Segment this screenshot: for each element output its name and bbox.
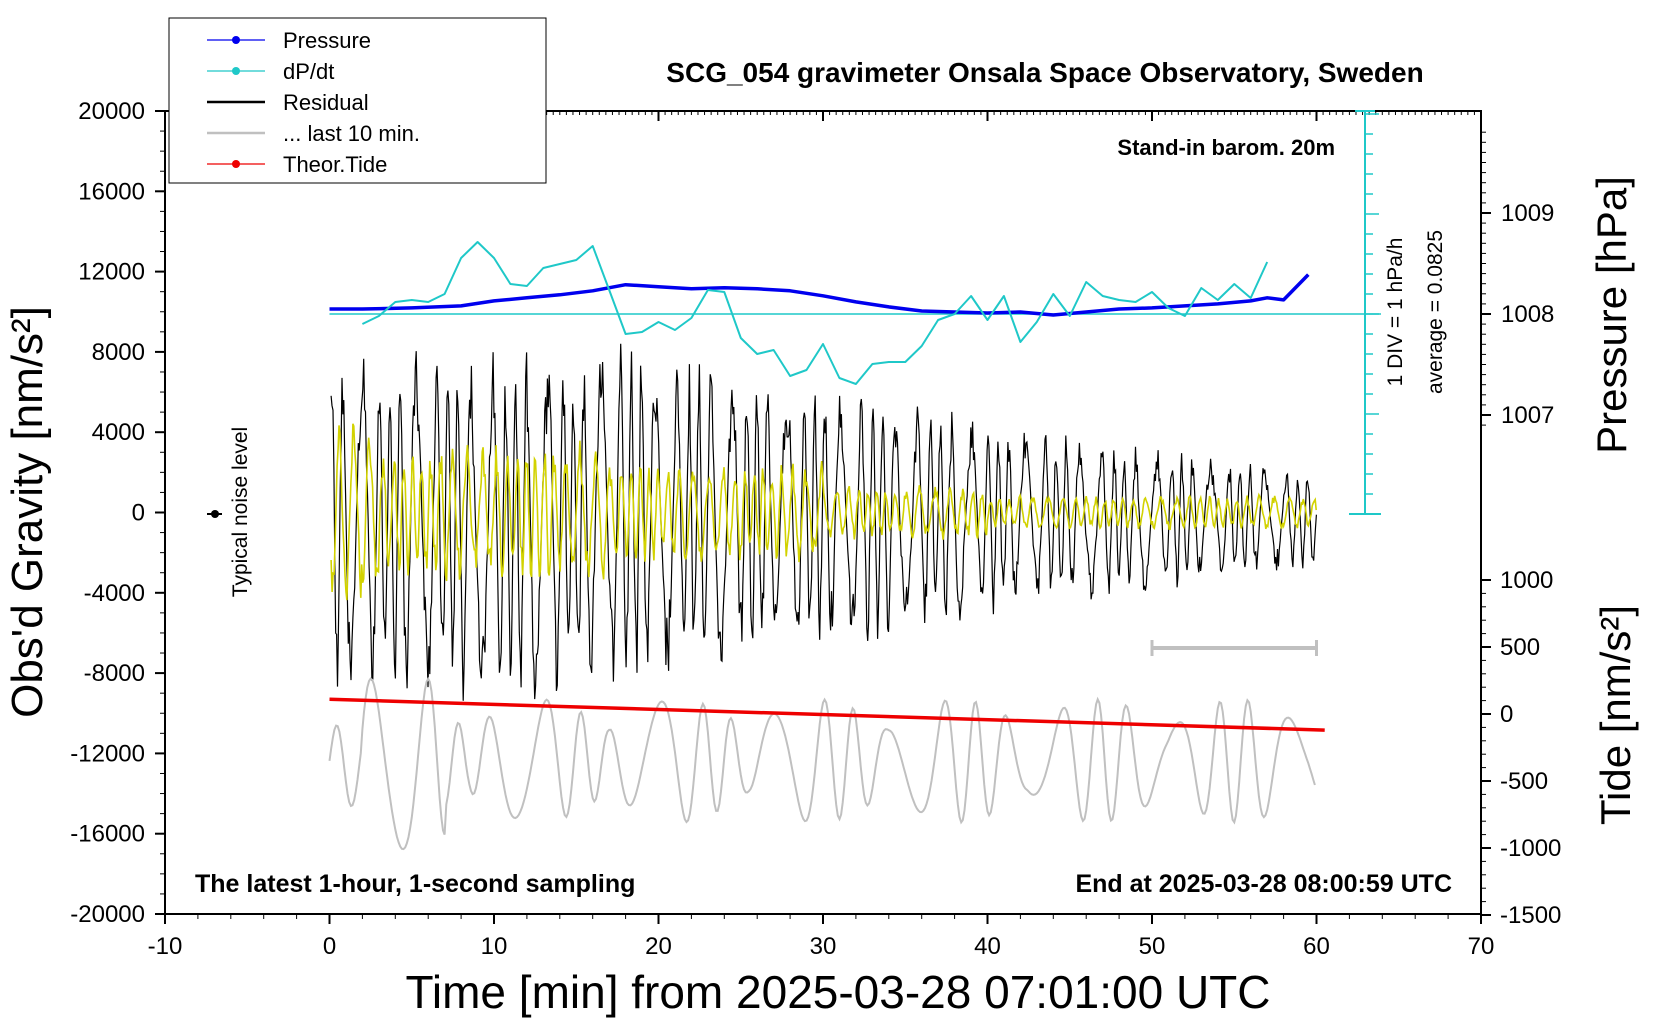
y-tick-label: 12000 — [78, 259, 145, 286]
pressure-tick-label: 1007 — [1501, 402, 1554, 429]
legend-label: dP/dt — [283, 59, 334, 84]
pressure-line — [329, 273, 1310, 317]
legend: Pressure dP/dt Residual ... last 10 min. The… — [168, 17, 547, 184]
noise-level-label: Typical noise level — [229, 427, 252, 597]
theoretical-tide-line — [329, 697, 1325, 732]
y-tick-label: 4000 — [92, 419, 145, 446]
y-tick-label: -4000 — [84, 580, 145, 607]
x-tick-label: 60 — [1303, 933, 1330, 960]
pressure-tick-label: 1009 — [1501, 200, 1554, 227]
legend-label: Pressure — [283, 28, 371, 53]
filtered-residual-line — [330, 423, 1317, 601]
residual-line — [330, 343, 1317, 701]
tide-tick-label: -1000 — [1500, 835, 1561, 862]
end-time-note: End at 2025-03-28 08:00:59 UTC — [1075, 870, 1452, 898]
chart-title: SCG_054 gravimeter Onsala Space Observat… — [666, 57, 1423, 88]
y-tick-label: 16000 — [78, 178, 145, 205]
tide-tick-label: -1500 — [1500, 902, 1561, 929]
average-note: average = 0.0825 — [1424, 230, 1447, 394]
y-tick-label: 20000 — [78, 98, 145, 125]
legend-box — [168, 17, 547, 184]
data-traces — [207, 241, 1381, 851]
legend-label: Residual — [283, 90, 369, 115]
tide-tick-label: 0 — [1500, 701, 1513, 728]
sampling-note: The latest 1-hour, 1-second sampling — [195, 870, 635, 898]
y-tick-label: -12000 — [70, 740, 145, 767]
pressure-tick-label: 1008 — [1501, 301, 1554, 328]
x-tick-label: -10 — [148, 933, 183, 960]
axes: -10 0 10 20 30 40 50 60 70 20000 16000 12000 8000 400… — [70, 98, 1561, 960]
x-tick-label: 0 — [323, 933, 336, 960]
x-tick-label: 70 — [1468, 933, 1495, 960]
x-tick-label: 30 — [810, 933, 837, 960]
tide-tick-label: -500 — [1500, 768, 1548, 795]
x-tick-label: 20 — [645, 933, 672, 960]
div-scale-note: 1 DIV = 1 hPa/h — [1384, 238, 1407, 387]
legend-label: ... last 10 min. — [283, 121, 420, 146]
x-tick-label: 40 — [974, 933, 1001, 960]
noise-level-dot — [211, 510, 219, 518]
y-tick-label: 8000 — [92, 339, 145, 366]
last-10-min-line — [328, 676, 1316, 851]
x-tick-label: 10 — [481, 933, 508, 960]
y-axis-title-left: Obs'd Gravity [nm/s²] — [3, 306, 52, 718]
x-axis-title: Time [min] from 2025-03-28 07:01:00 UTC — [406, 966, 1271, 1018]
legend-marker — [232, 36, 240, 44]
y-tick-label: 0 — [132, 500, 145, 527]
y-axis-title-tide: Tide [nm/s²] — [1592, 605, 1639, 825]
tide-tick-label: 1000 — [1500, 567, 1553, 594]
barometer-note: Stand-in barom. 20m — [1117, 135, 1335, 160]
y-tick-label: -8000 — [84, 660, 145, 687]
legend-marker — [232, 67, 240, 75]
legend-marker — [232, 160, 240, 168]
legend-label: Theor.Tide — [283, 152, 387, 177]
dpdt-scale — [1349, 110, 1381, 515]
x-tick-label: 50 — [1139, 933, 1166, 960]
tide-tick-label: 500 — [1500, 634, 1540, 661]
y-tick-label: -20000 — [70, 901, 145, 928]
y-axis-title-pressure: Pressure [hPa] — [1588, 176, 1635, 454]
dpdt-line — [361, 241, 1269, 385]
y-tick-label: -16000 — [70, 821, 145, 848]
